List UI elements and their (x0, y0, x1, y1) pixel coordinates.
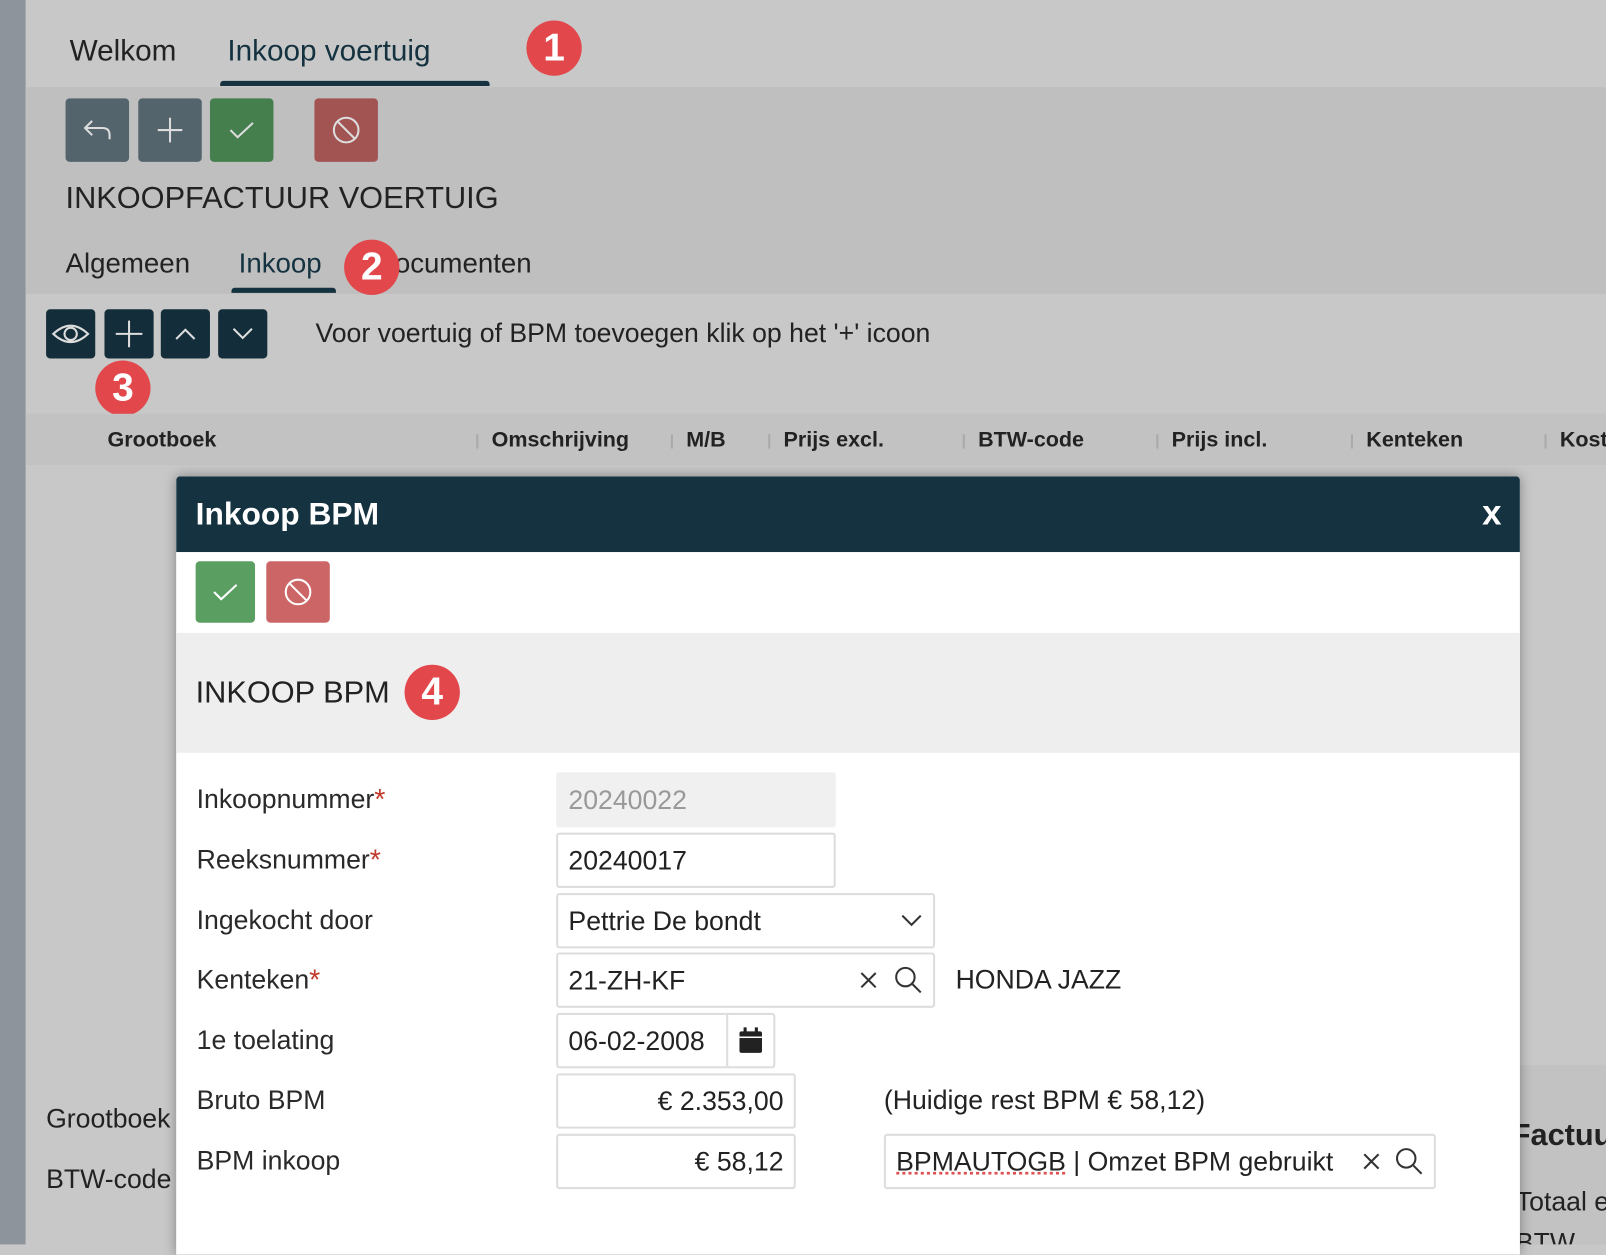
column-header-mb[interactable]: M/B (686, 428, 725, 453)
kenteken-value: 21-ZH-KF (568, 964, 859, 996)
label-inkoopnummer: Inkoopnummer* (197, 784, 386, 817)
inkoop-bpm-dialog: Inkoop BPM x INKOOP BPM 4 Inkoopnummer* … (176, 476, 1520, 1254)
eye-icon (51, 322, 90, 347)
add-hint-text: Voor voertuig of BPM toevoegen klik op h… (315, 318, 930, 350)
rest-bpm-note: (Huidige rest BPM € 58,12) (884, 1085, 1205, 1117)
dialog-close-button[interactable]: x (1482, 494, 1501, 534)
chevron-down-icon (900, 914, 923, 928)
column-separator[interactable] (476, 434, 478, 448)
clear-icon[interactable] (859, 971, 877, 989)
column-header-kost[interactable]: Kost (1560, 428, 1606, 453)
column-separator[interactable] (1351, 434, 1353, 448)
ingekocht-door-select[interactable]: Pettrie De bondt (556, 893, 935, 948)
column-header-btw-code[interactable]: BTW-code (978, 428, 1084, 453)
bg-totaal-label: Totaal e (1520, 1186, 1606, 1218)
column-separator[interactable] (768, 434, 770, 448)
dialog-cancel-button[interactable] (266, 561, 330, 622)
grootboek-lookup-input[interactable]: BPMAUTOGB | Omzet BPM gebruikt (884, 1134, 1436, 1189)
calendar-icon (738, 1027, 763, 1054)
bg-btw-label: BTW (1520, 1227, 1575, 1244)
move-up-button[interactable] (161, 309, 210, 358)
undo-icon (82, 118, 113, 143)
save-button[interactable] (210, 98, 274, 162)
back-button[interactable] (66, 98, 130, 162)
cancel-button[interactable] (314, 98, 378, 162)
callout-badge-4: 4 (405, 665, 460, 720)
dialog-header: Inkoop BPM x (176, 476, 1520, 552)
callout-badge-3: 3 (95, 361, 150, 416)
label-kenteken: Kenteken* (197, 964, 321, 997)
toelating-date-input[interactable]: 06-02-2008 (556, 1013, 775, 1068)
search-icon[interactable] (894, 966, 923, 995)
required-marker: * (374, 784, 385, 816)
reeksnummer-input[interactable]: 20240017 (556, 833, 836, 888)
section-title: INKOOP BPM (196, 676, 390, 711)
callout-badge-1: 1 (526, 20, 581, 75)
callout-badge-2: 2 (344, 240, 399, 295)
grootboek-code: BPMAUTOGB (896, 1146, 1066, 1177)
label-text: Kenteken (197, 964, 310, 995)
bg-label-btw-code: BTW-code (46, 1163, 171, 1195)
calendar-button[interactable] (726, 1015, 773, 1066)
tab-welkom[interactable]: Welkom (70, 35, 177, 69)
column-separator[interactable] (963, 434, 965, 448)
active-subtab-indicator (231, 288, 335, 293)
tab-inkoop-voertuig[interactable]: Inkoop voertuig (227, 35, 430, 69)
column-separator[interactable] (671, 434, 673, 448)
left-sidebar-strip (0, 0, 26, 1244)
kenteken-input[interactable]: 21-ZH-KF (556, 953, 935, 1008)
column-header-kenteken[interactable]: Kenteken (1366, 428, 1463, 453)
add-button[interactable] (138, 98, 202, 162)
vehicle-name: HONDA JAZZ (956, 964, 1122, 996)
cancel-icon (284, 578, 313, 607)
required-marker: * (370, 844, 381, 876)
search-icon[interactable] (1395, 1147, 1424, 1176)
label-text: Inkoopnummer (197, 784, 375, 815)
plus-icon (115, 320, 144, 349)
column-separator[interactable] (1156, 434, 1158, 448)
label-bruto-bpm: Bruto BPM (197, 1085, 326, 1117)
chevron-up-icon (174, 327, 197, 341)
bg-summary-panel: Factuu Totaal e BTW (1520, 1065, 1606, 1244)
active-tab-indicator (220, 81, 489, 86)
view-button[interactable] (46, 309, 95, 358)
required-marker: * (309, 964, 320, 996)
label-bpm-inkoop: BPM inkoop (197, 1145, 341, 1177)
column-header-prijs-excl[interactable]: Prijs excl. (784, 428, 884, 453)
move-down-button[interactable] (218, 309, 267, 358)
label-ingekocht-door: Ingekocht door (197, 904, 373, 936)
date-value: 06-02-2008 (558, 1025, 726, 1057)
bruto-bpm-input[interactable]: € 2.353,00 (556, 1073, 796, 1128)
clear-icon[interactable] (1362, 1152, 1380, 1170)
page-title: INKOOPFACTUUR VOERTUIG (66, 181, 499, 216)
subtab-inkoop[interactable]: Inkoop (239, 248, 322, 280)
bg-label-grootboek: Grootboek (46, 1103, 170, 1135)
inkoopnummer-field: 20240022 (556, 772, 836, 827)
selected-value: Pettrie De bondt (568, 905, 760, 937)
subtab-algemeen[interactable]: Algemeen (66, 248, 191, 280)
column-header-omschrijving[interactable]: Omschrijving (492, 428, 629, 453)
cancel-icon (332, 116, 361, 145)
grootboek-description: | Omzet BPM gebruikt (1066, 1146, 1333, 1177)
label-1e-toelating: 1e toelating (197, 1024, 335, 1056)
dialog-save-button[interactable] (196, 561, 255, 622)
add-line-button[interactable] (104, 309, 153, 358)
plus-icon (157, 117, 184, 144)
section-header: INKOOP BPM 4 (176, 633, 1520, 753)
bpm-inkoop-input[interactable]: € 58,12 (556, 1134, 796, 1189)
dialog-title: Inkoop BPM (196, 496, 379, 533)
column-header-prijs-incl[interactable]: Prijs incl. (1172, 428, 1268, 453)
grootboek-value: BPMAUTOGB | Omzet BPM gebruikt (896, 1146, 1358, 1178)
chevron-down-icon (231, 327, 254, 341)
bg-factuur-heading: Factuu (1520, 1118, 1606, 1153)
check-icon (228, 120, 255, 140)
label-reeksnummer: Reeksnummer* (197, 844, 381, 877)
column-separator[interactable] (1544, 434, 1546, 448)
check-icon (212, 582, 239, 602)
label-text: Reeksnummer (197, 844, 370, 875)
column-header-grootboek[interactable]: Grootboek (108, 428, 217, 453)
